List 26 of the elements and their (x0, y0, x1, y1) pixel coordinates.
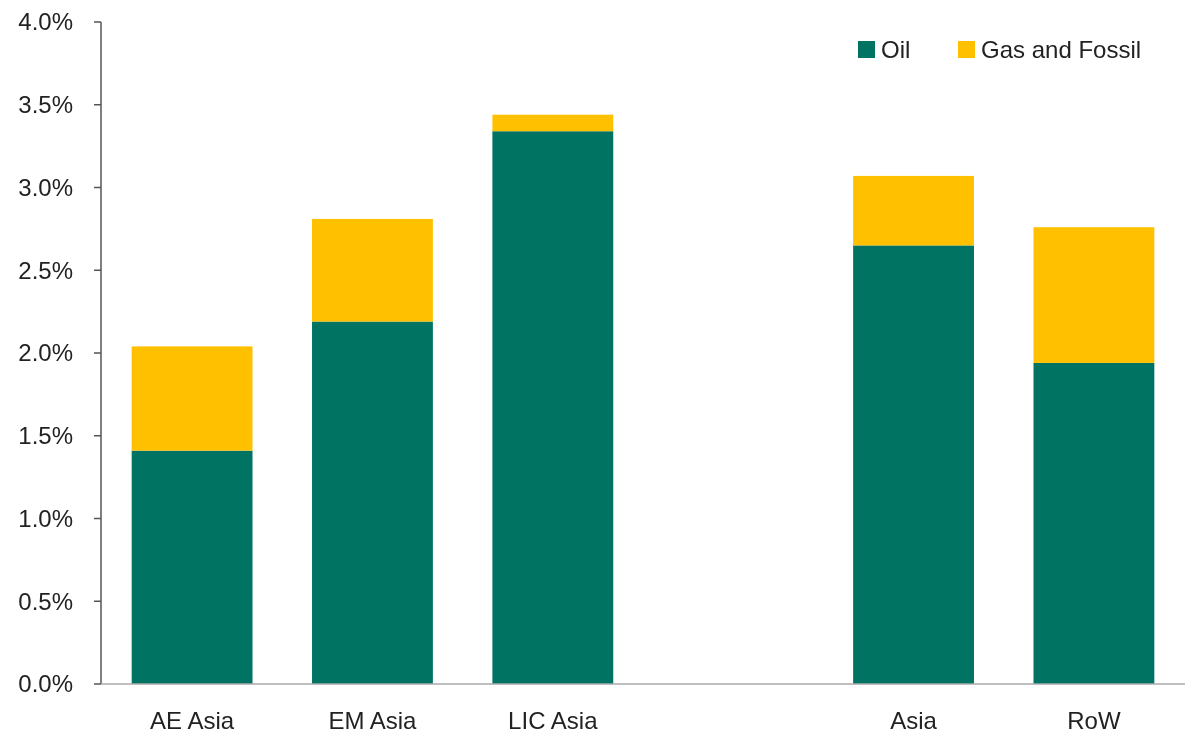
bar (492, 114, 614, 132)
bar (1033, 227, 1155, 363)
x-tick-label: EM Asia (328, 707, 418, 734)
bar (853, 175, 974, 246)
legend-label: Oil (881, 36, 911, 64)
y-tick-label: 1.0% (18, 504, 73, 532)
bar (853, 245, 974, 684)
legend-label: Gas and Fossil (981, 36, 1142, 64)
y-tick-label: 3.0% (18, 173, 73, 201)
y-tick-label: 0.5% (18, 587, 73, 615)
y-tick-label: 2.0% (18, 339, 73, 367)
y-tick-label: 0.0% (18, 670, 73, 698)
y-tick-label: 4.0% (18, 8, 73, 36)
y-tick-label: 3.5% (18, 91, 73, 119)
bar (312, 321, 433, 684)
x-tick-label: AE Asia (150, 707, 235, 734)
bar (1033, 362, 1155, 684)
bar (312, 218, 433, 322)
y-tick-label: 2.5% (18, 256, 73, 284)
bar (131, 346, 253, 451)
bar (131, 450, 253, 684)
x-tick-label: Asia (890, 707, 938, 734)
y-tick-label: 1.5% (18, 422, 73, 450)
x-tick-label: RoW (1067, 707, 1121, 734)
x-tick-label: LIC Asia (508, 707, 599, 734)
bar (492, 131, 614, 684)
